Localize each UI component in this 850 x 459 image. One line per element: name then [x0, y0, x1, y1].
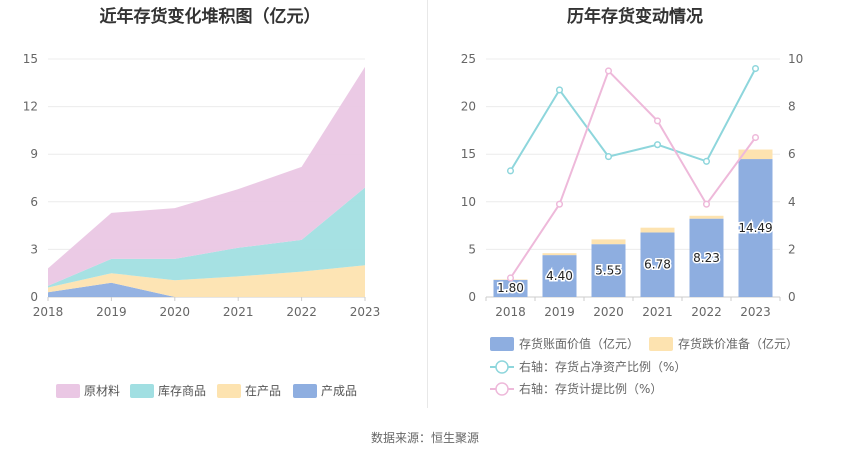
x-tick-label: 2023	[740, 305, 771, 319]
legend-label-raw_material: 原材料	[84, 384, 120, 398]
y-left-tick-label: 0	[468, 290, 476, 304]
legend-label-ratio_net_assets: 右轴：存货占净资产比例（%）	[519, 359, 686, 374]
left-chart-title: 近年存货变化堆积图（亿元）	[99, 7, 321, 27]
area-goods	[48, 187, 365, 288]
legend-label-goods: 库存商品	[158, 383, 206, 398]
point-provision_ratio	[653, 117, 662, 125]
legend-label-provision_ratio: 右轴：存货计提比例（%）	[519, 381, 662, 396]
y-left-tick-label: 10	[461, 195, 476, 209]
point-ratio_net_assets	[751, 64, 760, 73]
data-source: 数据来源：恒生聚源	[370, 431, 479, 445]
point-provision_ratio	[702, 200, 711, 208]
legend-swatch-wip	[217, 384, 241, 398]
y-tick-label: 9	[30, 147, 38, 161]
x-tick-label: 2022	[691, 305, 722, 319]
bar-value-label: 6.78	[644, 258, 671, 272]
area-raw_material	[48, 66, 365, 286]
x-tick-label: 2023	[350, 305, 381, 319]
x-tick-label: 2019	[96, 305, 127, 319]
legend-swatch-finished	[293, 384, 317, 398]
line-provision_ratio	[509, 69, 757, 279]
legend-label-book-value: 存货账面价值（亿元）	[519, 336, 639, 351]
point-ratio_net_assets	[604, 153, 613, 161]
area-finished	[48, 282, 365, 297]
x-tick-label: 2020	[160, 305, 191, 319]
y-tick-label: 15	[23, 52, 38, 66]
bar-book-value	[542, 255, 577, 297]
x-tick-label: 2021	[642, 305, 673, 319]
y-left-tick-label: 25	[461, 52, 476, 66]
stacked-area-chart: 0 3 6 9 12 15 2018 2019 2020 2021 2022 2023 原材料 库存商品 在…	[23, 52, 381, 398]
area-wip	[48, 265, 365, 297]
x-tick-label: 2019	[544, 305, 575, 319]
bar-book-value	[591, 244, 626, 297]
y-left-tick-label: 5	[468, 242, 476, 256]
y-right-tick-label: 4	[788, 195, 796, 209]
point-ratio_net_assets	[702, 157, 711, 165]
y-tick-label: 3	[30, 242, 38, 256]
bar-value-label: 1.80	[497, 281, 524, 295]
y-right-tick-label: 0	[788, 290, 796, 304]
panel-divider	[427, 0, 428, 408]
x-tick-label: 2018	[495, 305, 526, 319]
legend-swatch-goods	[130, 384, 154, 398]
y-left-tick-label: 15	[461, 147, 476, 161]
bar-provision	[542, 253, 577, 256]
x-tick-label: 2020	[593, 305, 624, 319]
y-left-tick-label: 20	[461, 100, 476, 114]
point-provision_ratio	[506, 274, 515, 282]
legend-marker-provision_ratio	[495, 382, 509, 396]
legend-swatch-book-value	[490, 337, 514, 351]
bar-value-label: 8.23	[693, 251, 720, 265]
x-tick-label: 2021	[223, 305, 254, 319]
bar-book-value	[689, 218, 724, 297]
legend-label-provision: 存货跌价准备（亿元）	[678, 336, 798, 351]
legend-label-finished: 产成品	[321, 384, 357, 398]
bar-provision	[689, 215, 724, 219]
point-ratio_net_assets	[653, 141, 662, 149]
bar-book-value	[493, 279, 528, 297]
x-tick-label: 2018	[33, 305, 64, 319]
y-right-tick-label: 10	[788, 52, 803, 66]
bar-provision	[640, 227, 675, 233]
point-ratio_net_assets	[506, 167, 515, 175]
inventory-bar-line-chart: 0 5 10 15 20 25 0 2 4 6 8 10 2018 2019 2020 2021 2022 202…	[461, 52, 804, 396]
right-chart-title: 历年存货变动情况	[567, 7, 703, 27]
y-right-tick-label: 8	[788, 100, 796, 114]
point-provision_ratio	[555, 200, 564, 208]
bar-book-value	[640, 232, 675, 297]
point-provision_ratio	[751, 133, 760, 142]
y-right-tick-label: 6	[788, 147, 796, 161]
x-tick-label: 2022	[286, 305, 317, 319]
bar-provision	[738, 149, 773, 160]
y-right-tick-label: 2	[788, 242, 796, 256]
legend-marker-ratio_net_assets	[495, 360, 509, 374]
y-tick-label: 0	[30, 290, 38, 304]
y-tick-label: 6	[30, 195, 38, 209]
line-ratio_net_assets	[509, 68, 757, 172]
bar-value-label: 4.40	[546, 269, 573, 283]
bar-provision	[591, 239, 626, 245]
bar-book-value	[738, 159, 773, 297]
legend-label-wip: 在产品	[245, 384, 281, 398]
point-ratio_net_assets	[555, 86, 564, 94]
bar-value-label: 5.55	[595, 264, 622, 278]
legend-swatch-provision	[649, 337, 673, 351]
y-tick-label: 12	[23, 100, 38, 114]
point-provision_ratio	[604, 67, 613, 75]
legend-swatch-raw_material	[56, 384, 80, 398]
bar-value-label: 14.49	[738, 221, 772, 235]
